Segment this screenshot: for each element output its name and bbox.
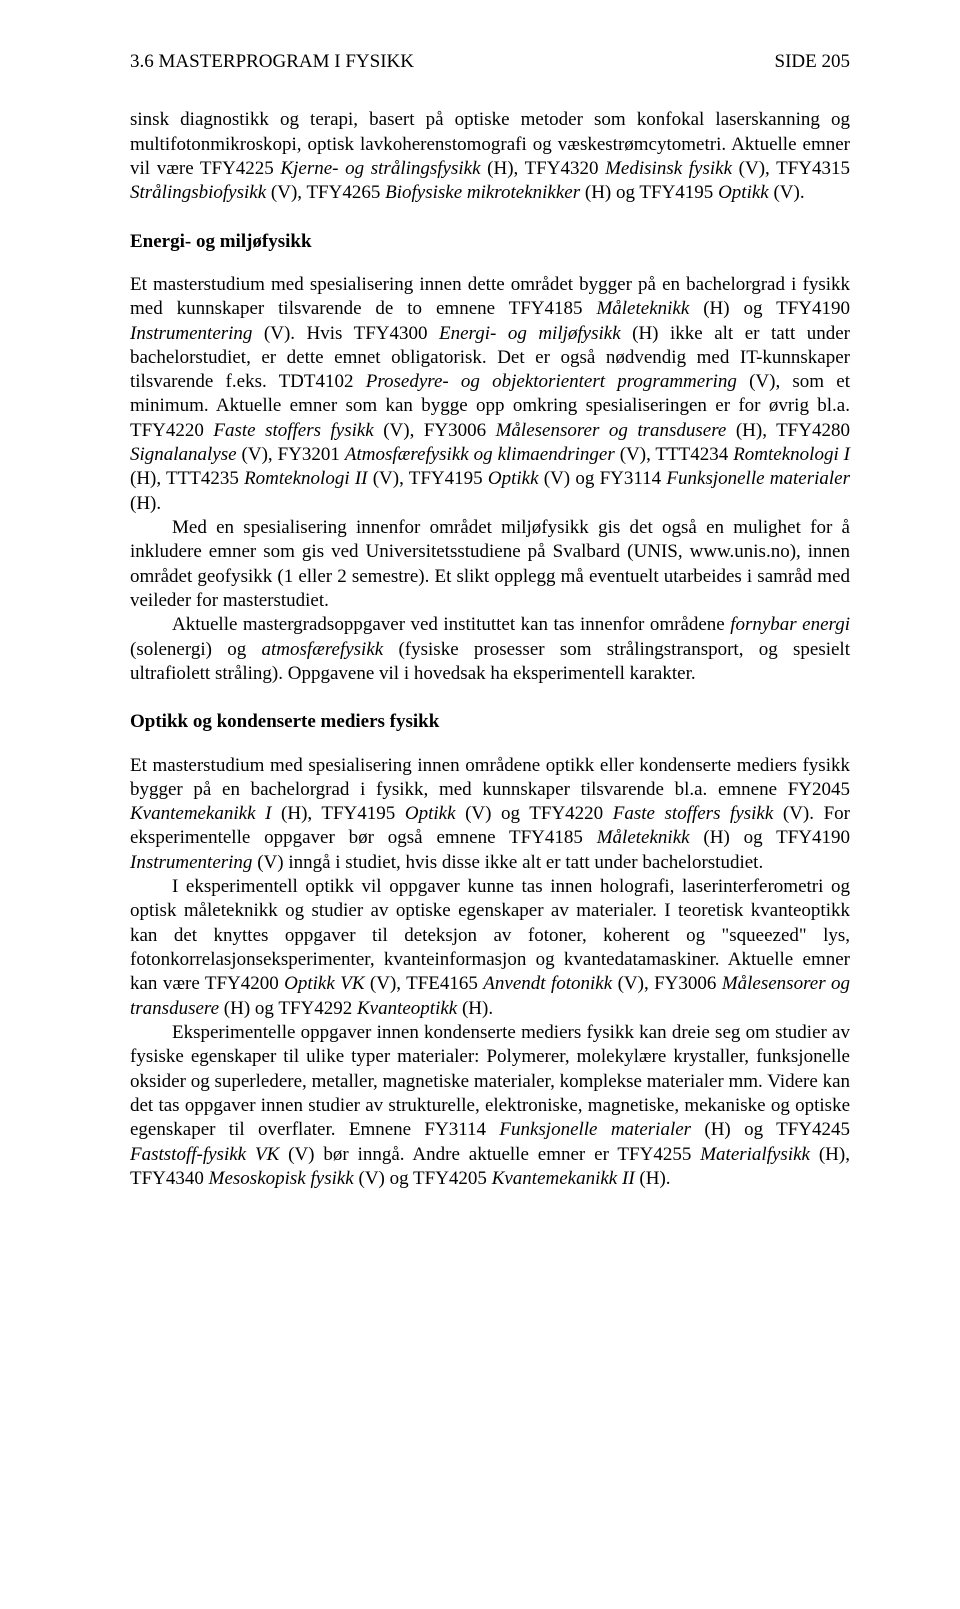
text: (V), TFY4195 bbox=[367, 468, 487, 489]
text: (V), FY3201 bbox=[237, 444, 345, 465]
course-name: Romteknologi II bbox=[244, 468, 367, 489]
course-name: Romteknologi I bbox=[733, 444, 850, 465]
text: (H) og TFY4190 bbox=[690, 827, 850, 848]
course-name: Optikk bbox=[405, 803, 456, 824]
text: (V) inngå i studiet, hvis disse ikke alt… bbox=[252, 852, 763, 873]
energy-paragraph-3: Aktuelle mastergradsoppgaver ved institu… bbox=[130, 613, 850, 686]
course-name: Atmosfærefysikk og klimaendringer bbox=[345, 444, 615, 465]
text: (H), TFY4195 bbox=[271, 803, 404, 824]
text: (V). bbox=[769, 182, 805, 203]
energy-paragraph-2: Med en spesialisering innenfor området m… bbox=[130, 516, 850, 613]
course-name: Kjerne- og strålingsfysikk bbox=[280, 158, 480, 179]
text: (V), FY3006 bbox=[612, 973, 722, 994]
course-name: Prosedyre- og objektorientert programmer… bbox=[366, 371, 737, 392]
text: (H), TFY4280 bbox=[726, 420, 850, 441]
text: (H). bbox=[635, 1168, 671, 1189]
text: Et masterstudium med spesialisering inne… bbox=[130, 755, 850, 800]
course-name: Optikk bbox=[718, 182, 769, 203]
course-name: Faste stoffers fysikk bbox=[613, 803, 774, 824]
course-name: Kvantemekanikk I bbox=[130, 803, 271, 824]
optics-paragraph-3: Eksperimentelle oppgaver innen kondenser… bbox=[130, 1021, 850, 1191]
header-page-number: SIDE 205 bbox=[775, 50, 850, 74]
text: (solenergi) og bbox=[130, 639, 261, 660]
text: (V) og TFY4220 bbox=[456, 803, 613, 824]
course-name: Kvanteoptikk bbox=[357, 998, 457, 1019]
text: (V) og FY3114 bbox=[539, 468, 667, 489]
energy-paragraph-1: Et masterstudium med spesialisering inne… bbox=[130, 273, 850, 516]
course-name: Materialfysikk bbox=[700, 1144, 810, 1165]
text: (H), TTT4235 bbox=[130, 468, 244, 489]
text: (H) og TFY4292 bbox=[219, 998, 357, 1019]
course-name: Funksjonelle materialer bbox=[499, 1119, 691, 1140]
text: (H) og TFY4195 bbox=[580, 182, 718, 203]
text: (H) og TFY4245 bbox=[691, 1119, 850, 1140]
course-name: Medisinsk fysikk bbox=[605, 158, 732, 179]
optics-paragraph-2: I eksperimentell optikk vil oppgaver kun… bbox=[130, 875, 850, 1021]
course-name: Strålingsbiofysikk bbox=[130, 182, 266, 203]
course-name: Faste stoffers fysikk bbox=[213, 420, 373, 441]
text: (H). bbox=[130, 493, 161, 514]
course-name: Funksjonelle materialer bbox=[666, 468, 850, 489]
text: (H), TFY4320 bbox=[481, 158, 606, 179]
intro-paragraph: sinsk diagnostikk og terapi, basert på o… bbox=[130, 108, 850, 205]
topic-name: fornybar energi bbox=[730, 614, 850, 635]
course-name: Signalanalyse bbox=[130, 444, 237, 465]
text: (V), TFY4265 bbox=[266, 182, 385, 203]
text: (H). bbox=[457, 998, 493, 1019]
document-page: 3.6 MASTERPROGRAM I FYSIKK SIDE 205 sins… bbox=[0, 0, 960, 1251]
topic-name: atmosfærefysikk bbox=[261, 639, 383, 660]
course-name: Biofysiske mikroteknikker bbox=[385, 182, 580, 203]
page-header: 3.6 MASTERPROGRAM I FYSIKK SIDE 205 bbox=[130, 50, 850, 74]
text: (V) bør inngå. Andre aktuelle emner er T… bbox=[279, 1144, 700, 1165]
text: (V), TFY4315 bbox=[732, 158, 850, 179]
course-name: Optikk VK bbox=[284, 973, 364, 994]
header-section: 3.6 MASTERPROGRAM I FYSIKK bbox=[130, 50, 414, 74]
section-title-energy: Energi- og miljøfysikk bbox=[130, 230, 850, 254]
section-title-optics: Optikk og kondenserte mediers fysikk bbox=[130, 710, 850, 734]
course-name: Målesensorer og transdusere bbox=[496, 420, 727, 441]
course-name: Optikk bbox=[488, 468, 539, 489]
course-name: Energi- og miljøfysikk bbox=[439, 323, 621, 344]
text: (V), TTT4234 bbox=[615, 444, 733, 465]
course-name: Instrumentering bbox=[130, 852, 252, 873]
text: (V) og TFY4205 bbox=[354, 1168, 492, 1189]
course-name: Instrumentering bbox=[130, 323, 252, 344]
text: (H) og TFY4190 bbox=[689, 298, 850, 319]
course-name: Kvantemekanikk II bbox=[492, 1168, 635, 1189]
course-name: Anvendt fotonikk bbox=[483, 973, 612, 994]
optics-paragraph-1: Et masterstudium med spesialisering inne… bbox=[130, 754, 850, 876]
text: (V), TFE4165 bbox=[365, 973, 484, 994]
course-name: Måleteknikk bbox=[597, 827, 690, 848]
text: (V). Hvis TFY4300 bbox=[252, 323, 439, 344]
text: (V), FY3006 bbox=[374, 420, 496, 441]
course-name: Faststoff-fysikk VK bbox=[130, 1144, 279, 1165]
course-name: Mesoskopisk fysikk bbox=[209, 1168, 354, 1189]
course-name: Måleteknikk bbox=[596, 298, 689, 319]
text: Aktuelle mastergradsoppgaver ved institu… bbox=[172, 614, 730, 635]
